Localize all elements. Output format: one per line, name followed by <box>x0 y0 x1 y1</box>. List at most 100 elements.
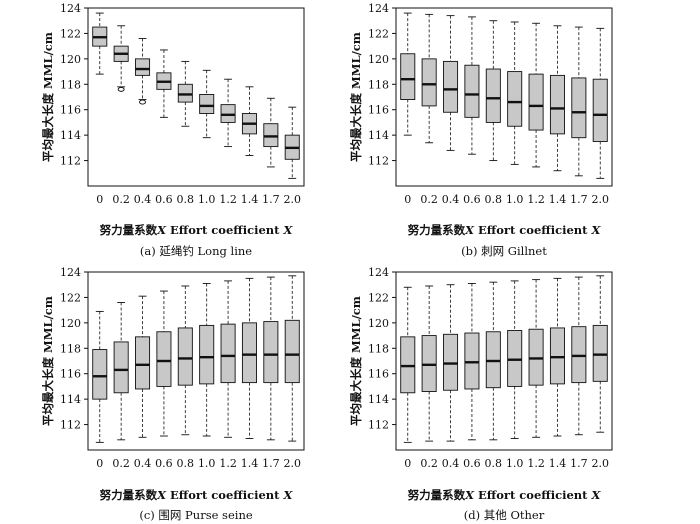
y-tick-label: 116 <box>60 368 81 381</box>
box-1.2 <box>528 22 544 168</box>
y-tick-label: 120 <box>60 317 81 330</box>
x-tick-label: 1.0 <box>198 193 216 206</box>
x-tick-label: 2.0 <box>283 193 301 206</box>
iqr-box <box>284 319 300 384</box>
box-0 <box>92 12 108 75</box>
box-1.2 <box>528 279 544 438</box>
x-axis-label: 努力量系数X Effort coefficient X <box>408 488 602 502</box>
y-tick-label: 122 <box>368 291 389 304</box>
x-tick-label: 0 <box>96 193 103 206</box>
box-group <box>92 12 300 179</box>
y-tick-label: 112 <box>60 155 81 168</box>
box-1.4 <box>241 277 257 440</box>
box-0 <box>400 12 416 136</box>
x-tick-label: 1.7 <box>570 193 588 206</box>
box-1.0 <box>199 69 215 139</box>
y-tick-label: 114 <box>60 129 81 142</box>
y-tick-label: 114 <box>60 393 81 406</box>
iqr-box <box>135 58 151 76</box>
x-tick-label: 1.0 <box>506 457 524 470</box>
iqr-box <box>443 60 459 113</box>
iqr-box <box>263 321 279 384</box>
box-0.2 <box>113 302 129 441</box>
x-tick-label: 0.6 <box>463 457 481 470</box>
x-tick-label: 0.2 <box>112 193 130 206</box>
y-tick-label: 124 <box>368 266 389 279</box>
x-label-var2: X <box>590 488 601 502</box>
x-tick-label: 0.8 <box>177 457 195 470</box>
y-tick-label: 116 <box>368 368 389 381</box>
box-1.7 <box>263 276 279 441</box>
x-label-cn: 努力量系数 <box>100 488 158 502</box>
outlier-point <box>117 86 125 92</box>
x-tick-label: 1.4 <box>549 457 567 470</box>
iqr-box <box>571 326 587 384</box>
x-tick-label: 1.7 <box>262 193 280 206</box>
box-0 <box>400 286 416 443</box>
x-label-en: Effort coefficient <box>166 223 283 237</box>
x-tick-label: 1.0 <box>506 193 524 206</box>
y-ticks: 112 114 116 118 120 122 124 <box>368 2 396 168</box>
x-tick-label: 0.4 <box>442 457 460 470</box>
box-0.6 <box>464 282 480 441</box>
box-0.6 <box>156 49 172 118</box>
box-0.6 <box>156 290 172 437</box>
x-label-var2: X <box>282 223 293 237</box>
y-axis-label: 平均最大长度 MML/cm <box>349 32 363 162</box>
y-tick-label: 120 <box>368 53 389 66</box>
iqr-box <box>528 73 544 131</box>
y-tick-label: 120 <box>368 317 389 330</box>
iqr-box <box>421 58 437 107</box>
x-axis-label: 努力量系数X Effort coefficient X <box>100 223 294 237</box>
box-0.8 <box>485 281 501 441</box>
x-label-var: X <box>156 223 167 237</box>
y-tick-label: 118 <box>60 78 81 91</box>
box-1.2 <box>220 280 236 438</box>
iqr-box <box>592 324 608 382</box>
y-tick-label: 120 <box>60 53 81 66</box>
box-group <box>400 275 608 443</box>
y-tick-label: 116 <box>60 104 81 117</box>
x-tick-label: 0.2 <box>112 457 130 470</box>
y-ticks: 112 114 116 118 120 122 124 <box>60 266 88 432</box>
x-label-var: X <box>464 488 475 502</box>
iqr-box <box>135 336 151 390</box>
x-tick-label: 0.4 <box>442 193 460 206</box>
x-tick-label: 1.2 <box>527 193 545 206</box>
x-tick-label: 0 <box>404 193 411 206</box>
y-tick-label: 118 <box>60 342 81 355</box>
y-axis-label: 平均最大长度 MML/cm <box>41 32 55 162</box>
panel-caption: (b) 刺网 Gillnet <box>461 244 547 258</box>
box-1.7 <box>571 276 587 436</box>
y-tick-label: 112 <box>368 419 389 432</box>
iqr-box <box>549 327 565 385</box>
x-label-var2: X <box>590 223 601 237</box>
x-label-cn: 努力量系数 <box>408 223 466 237</box>
x-ticks: 0 0.2 0.4 0.6 0.8 1.0 1.2 1.4 1.7 2.0 <box>404 193 609 206</box>
x-tick-label: 0.8 <box>177 193 195 206</box>
x-axis-label: 努力量系数X Effort coefficient X <box>408 223 602 237</box>
box-1.2 <box>220 78 236 148</box>
box-1.4 <box>549 277 565 437</box>
iqr-box <box>485 331 501 389</box>
y-ticks: 112 114 116 118 120 122 124 <box>60 2 88 168</box>
box-2.0 <box>592 275 608 433</box>
iqr-box <box>113 341 129 394</box>
box-0.4 <box>135 38 151 105</box>
box-group <box>92 275 300 443</box>
outlier-point <box>139 99 146 105</box>
box-0.4 <box>443 284 459 442</box>
iqr-box <box>443 333 459 391</box>
box-0.2 <box>421 285 437 442</box>
y-tick-label: 118 <box>368 78 389 91</box>
box-1.0 <box>507 21 523 165</box>
x-tick-label: 0.6 <box>155 193 173 206</box>
x-tick-label: 1.4 <box>241 457 259 470</box>
panel-caption: (a) 延绳钓 Long line <box>140 244 252 258</box>
y-tick-label: 122 <box>60 27 81 40</box>
x-tick-label: 0 <box>96 457 103 470</box>
x-label-var2: X <box>282 488 293 502</box>
iqr-box <box>199 94 215 114</box>
